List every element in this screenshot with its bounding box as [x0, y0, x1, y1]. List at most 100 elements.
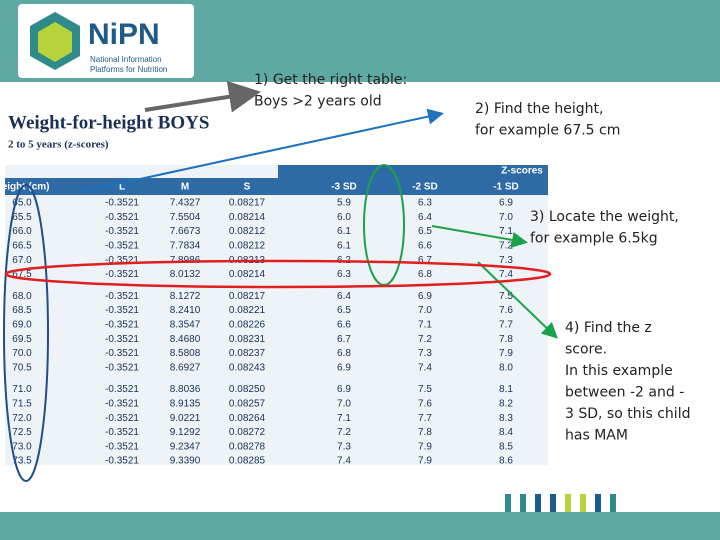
- arrow: [79, 108, 444, 193]
- table-cell: 7.3: [499, 255, 513, 266]
- table-cell: 6.6: [337, 320, 351, 331]
- step-text: score.: [565, 342, 607, 358]
- table-cell: 0.08217: [229, 198, 266, 209]
- table-cell: 0.08212: [229, 226, 266, 237]
- table-cell: 7.9: [418, 456, 432, 467]
- height-oval: [3, 184, 49, 482]
- table-cell: 6.4: [418, 212, 432, 223]
- step-text: 3 SD, so this child: [565, 406, 690, 422]
- table-cell: -0.3521: [105, 320, 139, 331]
- table-cell: 0.08257: [229, 399, 266, 410]
- table-cell: 7.4327: [170, 198, 201, 209]
- table-cell: 65.5: [12, 212, 32, 223]
- table-cell: 8.9135: [170, 399, 201, 410]
- table-subtitle: 2 to 5 years (z-scores): [8, 139, 109, 151]
- decor-bar: [535, 494, 541, 512]
- table-cell: 68.0: [12, 291, 32, 302]
- table-cell: 6.1: [337, 226, 351, 237]
- table-cell: 69.5: [12, 334, 32, 345]
- table-cell: -0.3521: [105, 441, 139, 452]
- table-cell: 0.08212: [229, 241, 266, 252]
- table-cell: 0.08237: [229, 348, 266, 359]
- table-cell: 0.08217: [229, 291, 266, 302]
- table-cell: 9.3390: [170, 456, 201, 467]
- table-cell: 0.08231: [229, 334, 266, 345]
- table-cell: 6.3: [337, 269, 351, 280]
- table-cell: 8.5: [499, 441, 513, 452]
- decor-bar: [565, 494, 571, 512]
- arrow: [431, 225, 528, 248]
- step-text: between -2 and -: [565, 385, 684, 401]
- table-cell: 8.6: [499, 456, 513, 467]
- table-cell: 6.4: [337, 291, 351, 302]
- table-cell: 6.3: [418, 198, 432, 209]
- step-text: 2) Find the height,: [475, 101, 603, 117]
- table-cell: 8.6927: [170, 362, 201, 373]
- group-header: Z-scores: [501, 166, 543, 177]
- table-cell: -0.3521: [105, 399, 139, 410]
- table-cell: -0.3521: [105, 427, 139, 438]
- table-cell: 7.1: [499, 226, 513, 237]
- table-cell: 7.3: [418, 348, 432, 359]
- table-cell: 8.4: [499, 427, 513, 438]
- table-cell: 0.08214: [229, 212, 266, 223]
- table-cell: 6.7: [337, 334, 351, 345]
- column-header: -3 SD: [331, 182, 357, 193]
- table-cell: 7.5: [499, 291, 513, 302]
- column-header: Height (cm): [0, 182, 50, 193]
- table-cell: -0.3521: [105, 212, 139, 223]
- decor-bar: [580, 494, 586, 512]
- header-bg: [5, 178, 548, 195]
- table-bg: [5, 165, 548, 465]
- table-cell: 65.0: [12, 198, 32, 209]
- table-cell: 67.5: [12, 269, 32, 280]
- table-cell: 6.7: [418, 255, 432, 266]
- table-cell: 7.9: [499, 348, 513, 359]
- table-cell: 7.3: [337, 441, 351, 452]
- table-cell: 70.0: [12, 348, 32, 359]
- table-cell: 7.4: [337, 456, 351, 467]
- decor-bar: [550, 494, 556, 512]
- table-cell: 7.0: [418, 305, 432, 316]
- arrow: [477, 261, 558, 339]
- table-cell: 8.8036: [170, 384, 201, 395]
- table-cell: 7.2: [418, 334, 432, 345]
- step-text: 3) Locate the weight,: [530, 209, 679, 225]
- table-cell: 8.0: [499, 362, 513, 373]
- table-cell: 6.5: [418, 226, 432, 237]
- table-cell: 0.08264: [229, 413, 266, 424]
- decor-bar: [610, 494, 616, 512]
- table-cell: 8.1272: [170, 291, 201, 302]
- logo-icon-inner: [38, 22, 72, 62]
- table-cell: 7.0: [337, 399, 351, 410]
- table-cell: 5.9: [337, 198, 351, 209]
- table-cell: 6.9: [337, 362, 351, 373]
- table-cell: -0.3521: [105, 255, 139, 266]
- table-cell: 71.0: [12, 384, 32, 395]
- table-cell: -0.3521: [105, 226, 139, 237]
- table-cell: 9.2347: [170, 441, 201, 452]
- table-cell: 73.0: [12, 441, 32, 452]
- column-header: M: [181, 182, 189, 193]
- decor-bar: [505, 494, 511, 512]
- table-cell: 7.6: [418, 399, 432, 410]
- logo-text: NiPN: [88, 18, 160, 51]
- decor-bar: [595, 494, 601, 512]
- table-cell: 7.6673: [170, 226, 201, 237]
- table-cell: 73.5: [12, 456, 32, 467]
- table-cell: 7.8: [418, 427, 432, 438]
- column-header: S: [244, 182, 251, 193]
- table-cell: -0.3521: [105, 241, 139, 252]
- table-cell: 0.08214: [229, 269, 266, 280]
- table-cell: -0.3521: [105, 456, 139, 467]
- column-header: -2 SD: [412, 182, 438, 193]
- column-header: -1 SD: [493, 182, 519, 193]
- logo-tagline: National Information: [90, 55, 162, 64]
- table-cell: 6.9: [337, 384, 351, 395]
- table-cell: 8.3: [499, 413, 513, 424]
- table-cell: 0.08226: [229, 320, 266, 331]
- step-text: In this example: [565, 363, 673, 379]
- table-cell: 8.1: [499, 384, 513, 395]
- table-cell: 7.4: [499, 269, 513, 280]
- step-text: has MAM: [565, 428, 628, 444]
